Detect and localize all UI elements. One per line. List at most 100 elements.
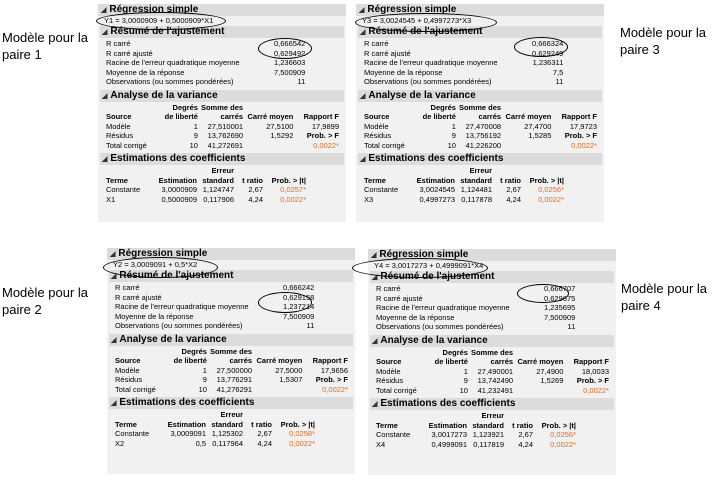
- anova-column-header: [566, 348, 612, 358]
- coefficients-header: ◢ Estimations des coefficients: [109, 397, 353, 409]
- collapse-triangle-icon[interactable]: ◢: [111, 400, 117, 407]
- coefficients-table: Erreur Terme Estimation standard t ratio Prob…: [376, 411, 579, 449]
- fit-label: Observations (ou sommes pondérées): [364, 77, 492, 86]
- coefficients-column-header: Prob. > |t|: [541, 420, 576, 430]
- anova-row: Total corrigé 10 41,272691 0,0022*: [106, 141, 342, 151]
- regression-header-label: Régression simple: [118, 248, 208, 259]
- anova-header-row: Source de liberté carrés Carré moyen Rapport…: [115, 356, 351, 366]
- anova-table: Degrés Somme des Source de liberté carrés Car…: [364, 103, 600, 151]
- collapse-triangle-icon[interactable]: ◢: [371, 252, 377, 259]
- anova-column-header: [296, 103, 342, 113]
- collapse-triangle-icon[interactable]: ◢: [359, 7, 365, 14]
- collapse-triangle-icon[interactable]: ◢: [102, 29, 108, 36]
- anova-cell: Résidus: [376, 376, 404, 385]
- collapse-triangle-icon[interactable]: ◢: [102, 156, 108, 163]
- collapse-triangle-icon[interactable]: ◢: [110, 251, 116, 258]
- anova-column-header: [115, 347, 170, 357]
- collapse-triangle-icon[interactable]: ◢: [102, 92, 108, 100]
- anova-column-header: Carré moyen: [256, 356, 303, 365]
- anova-cell: 27,5100: [266, 121, 294, 131]
- anova-cell: 18,0033: [581, 366, 609, 376]
- anova-table: Degrés Somme des Source de liberté carrés Car…: [376, 348, 612, 396]
- anova-header-row: Degrés Somme des: [364, 103, 600, 113]
- anova-cell: Résidus: [364, 131, 392, 140]
- anova-column-header: Degrés: [181, 346, 207, 356]
- collapse-triangle-icon[interactable]: ◢: [111, 336, 117, 344]
- anova-section: Degrés Somme des Source de liberté carrés Car…: [106, 103, 342, 151]
- anova-cell: 13,762690: [207, 131, 244, 140]
- coefficients-cell: 2,67: [518, 430, 533, 439]
- coefficients-table: Erreur Terme Estimation standard t ratio Prob…: [364, 166, 567, 204]
- fit-label: Moyenne de la réponse: [376, 312, 455, 322]
- coefficients-row: Constante 3,0009091 1,125302 2,67 0,0258*: [115, 429, 318, 439]
- coefficients-row: Constante 3,0024545 1,124481 2,67 0,0256*: [364, 185, 567, 195]
- coefficients-cell: 0,0256*: [550, 430, 576, 439]
- anova-cell: 10: [459, 385, 468, 395]
- coefficients-header: ◢ Estimations des coefficients: [100, 153, 344, 165]
- anova-row: Résidus 9 13,776291 1,5307 Prob. > F: [115, 375, 351, 385]
- fit-label: Moyenne de la réponse: [115, 311, 194, 321]
- coefficients-cell: 4,24: [518, 439, 533, 449]
- collapse-triangle-icon[interactable]: ◢: [101, 7, 107, 14]
- collapse-triangle-icon[interactable]: ◢: [111, 273, 117, 280]
- anova-header-row: Source de liberté carrés Carré moyen Rapport…: [364, 112, 600, 122]
- collapse-triangle-icon[interactable]: ◢: [372, 337, 378, 345]
- fit-label: Observations (ou sommes pondérées): [376, 322, 504, 331]
- collapse-triangle-icon[interactable]: ◢: [372, 401, 378, 408]
- anova-column-header: Rapport F: [312, 356, 348, 365]
- coefficients-cell: 2,67: [248, 185, 263, 194]
- coefficients-cell: 3,0024545: [419, 185, 455, 194]
- coefficients-cell: 3,0009091: [170, 429, 206, 438]
- fit-row: Observations (ou sommes pondérées) 11: [106, 77, 308, 87]
- anova-cell: 10: [447, 140, 456, 150]
- anova-cell: 1: [451, 121, 456, 131]
- anova-cell: 9: [451, 131, 456, 140]
- coefficients-cell: 0,0022*: [550, 439, 576, 449]
- fit-label: Observations (ou sommes pondérées): [106, 77, 234, 86]
- anova-column-header: Source: [115, 356, 141, 365]
- coefficients-row: Constante 3,0017273 1,123921 2,67 0,0256*: [376, 430, 579, 440]
- fit-label: Moyenne de la réponse: [364, 67, 443, 77]
- coefficients-column-header: [275, 410, 318, 420]
- fit-row: Racine de l'erreur quadratique moyenne 1,…: [106, 58, 308, 68]
- anova-column-header: Carré moyen: [505, 112, 552, 121]
- anova-cell: 1,5292: [270, 131, 294, 140]
- anova-cell: Prob. > F: [564, 131, 597, 140]
- anova-column-header: Source: [106, 112, 132, 121]
- anova-column-header: [246, 103, 296, 113]
- coefficients-column-header: [364, 166, 413, 176]
- fit-value: 0,666242: [283, 283, 315, 292]
- coefficients-column-header: t ratio: [251, 419, 272, 429]
- r-squared-highlight: [258, 38, 312, 59]
- coefficients-cell: 0,0258*: [289, 429, 315, 438]
- coefficients-cell: X2: [115, 438, 125, 448]
- coefficients-cell: 0,0257*: [280, 185, 306, 194]
- anova-table: Degrés Somme des Source de liberté carrés Car…: [106, 103, 342, 151]
- coefficients-row: X4 0,4999091 0,117819 4,24 0,0022*: [376, 440, 579, 450]
- coefficients-cell: X1: [106, 194, 116, 204]
- fit-value: 1,236603: [274, 58, 306, 67]
- fit-row: R carré 0,666242: [115, 283, 317, 293]
- regression-panel-1: ◢ Régression simple Y1 = 3,0000909 + 0,500…: [98, 4, 346, 222]
- coefficients-header-row: Erreur: [115, 410, 318, 420]
- coefficients-cell: Constante: [115, 429, 150, 438]
- anova-cell: Modèle: [376, 366, 401, 376]
- anova-section: Degrés Somme des Source de liberté carrés Car…: [115, 347, 351, 395]
- anova-cell: 41,272691: [207, 140, 244, 150]
- coefficients-column-header: t ratio: [242, 175, 263, 185]
- collapse-triangle-icon[interactable]: ◢: [360, 92, 366, 100]
- collapse-triangle-icon[interactable]: ◢: [372, 274, 378, 281]
- anova-cell: 10: [189, 140, 198, 150]
- anova-column-header: [554, 103, 600, 113]
- coefficients-cell: 0,117906: [203, 194, 234, 204]
- anova-cell: 41,226200: [465, 140, 502, 150]
- coefficients-column-header: Terme: [115, 419, 137, 429]
- anova-column-header: Source: [376, 357, 402, 366]
- anova-cell: Résidus: [106, 131, 134, 140]
- regression-panel-4: ◢ Régression simple Y4 = 3,0017273 + 0,499…: [368, 249, 616, 475]
- collapse-triangle-icon[interactable]: ◢: [360, 156, 366, 163]
- collapse-triangle-icon[interactable]: ◢: [360, 29, 366, 36]
- coefficients-header-label: Estimations des coefficients: [368, 153, 504, 164]
- fit-row: Moyenne de la réponse 7,5: [364, 68, 566, 78]
- side-label-pair-2: Modèle pour la paire 2: [2, 284, 88, 318]
